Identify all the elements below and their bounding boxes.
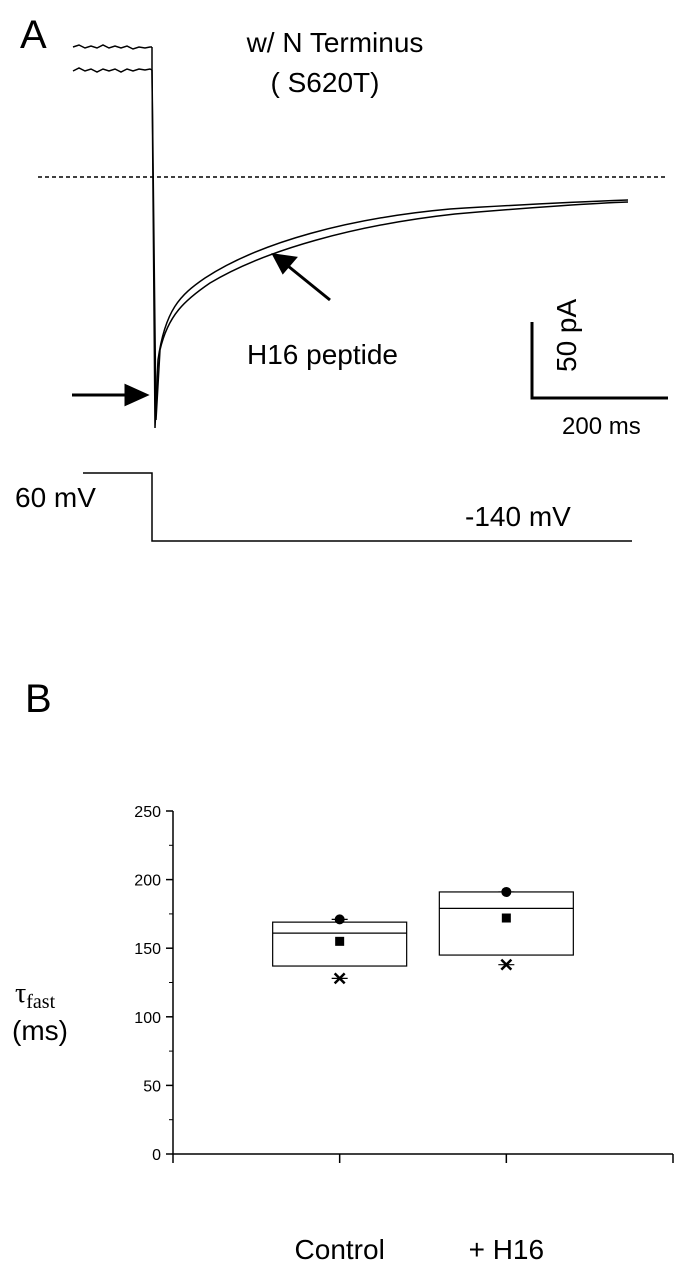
traces bbox=[72, 44, 629, 429]
max-marker bbox=[334, 914, 345, 925]
arrow bbox=[287, 264, 331, 302]
box bbox=[438, 891, 574, 956]
x-tick-label: Control bbox=[295, 1234, 385, 1265]
mean-marker bbox=[501, 913, 511, 923]
voltage-protocol bbox=[83, 472, 632, 542]
panel-label: A bbox=[20, 13, 47, 57]
arrow-head bbox=[271, 253, 298, 275]
y-label-sub: fast bbox=[26, 991, 55, 1013]
arrows bbox=[72, 253, 331, 407]
min-marker bbox=[500, 958, 513, 971]
min-marker bbox=[333, 972, 346, 985]
y-tick-label: 0 bbox=[152, 1147, 161, 1164]
title: w/ N Terminus bbox=[246, 27, 424, 58]
scale-label: 200 ms bbox=[562, 413, 641, 440]
mean-marker bbox=[335, 936, 345, 946]
y-tick-label: 100 bbox=[134, 1010, 161, 1027]
arrow-head bbox=[124, 383, 150, 407]
y-axis-unit: (ms) bbox=[12, 1015, 68, 1046]
x-tick-label: + H16 bbox=[469, 1234, 545, 1265]
panel-label: B bbox=[25, 677, 52, 721]
y-axis-label: τfast bbox=[15, 978, 56, 1013]
y-tick-label: 200 bbox=[134, 873, 161, 890]
y-tick-label: 50 bbox=[143, 1078, 161, 1095]
subtitle: ( S620T) bbox=[271, 67, 380, 98]
max-marker bbox=[501, 886, 512, 897]
trace-current bbox=[151, 69, 629, 421]
voltage-label: -140 mV bbox=[465, 501, 571, 532]
y-label-symbol: τ bbox=[15, 978, 26, 1009]
scale-label: 50 pA bbox=[551, 299, 582, 372]
y-tick-label: 150 bbox=[134, 941, 161, 958]
y-tick-label: 250 bbox=[134, 804, 161, 821]
trace-baseline bbox=[72, 44, 152, 50]
voltage-label: 60 mV bbox=[15, 482, 96, 513]
annotation: H16 peptide bbox=[247, 339, 398, 370]
trace-baseline bbox=[72, 67, 153, 73]
scale-bar bbox=[530, 322, 668, 400]
trace-current bbox=[151, 47, 629, 429]
